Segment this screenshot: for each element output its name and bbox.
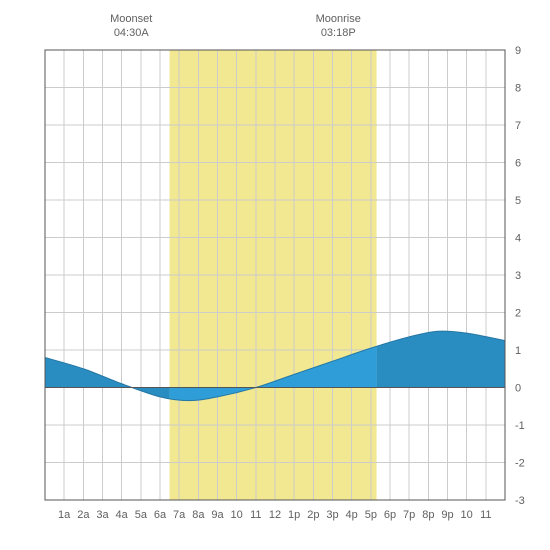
y-tick-label: 9 [515, 45, 521, 57]
y-tick-label: 3 [515, 270, 521, 282]
y-tick-label: -3 [515, 495, 525, 507]
moonrise-annotation: Moonrise 03:18P [298, 12, 378, 41]
x-tick-label: 9p [441, 509, 453, 521]
y-tick-label: -1 [515, 420, 525, 432]
x-tick-label: 5p [365, 509, 377, 521]
y-tick-label: 1 [515, 345, 521, 357]
x-tick-label: 3p [326, 509, 338, 521]
x-tick-label: 10 [461, 509, 473, 521]
y-tick-label: 8 [515, 83, 521, 95]
moonset-time: 04:30A [91, 26, 171, 40]
y-tick-label: 5 [515, 195, 521, 207]
y-tick-label: 0 [515, 383, 521, 395]
moonrise-label: Moonrise [298, 12, 378, 26]
x-tick-label: 4p [346, 509, 358, 521]
x-tick-label: 12 [269, 509, 281, 521]
x-tick-label: 11 [480, 509, 491, 521]
tide-chart: Moonset 04:30A Moonrise 03:18P 1a2a3a4a5… [0, 0, 550, 550]
x-tick-label: 7a [173, 509, 186, 521]
chart-svg: 1a2a3a4a5a6a7a8a9a1011121p2p3p4p5p6p7p8p… [0, 0, 550, 550]
x-tick-label: 5a [135, 509, 148, 521]
y-tick-label: -2 [515, 458, 525, 470]
moonrise-time: 03:18P [298, 26, 378, 40]
moonset-label: Moonset [91, 12, 171, 26]
x-tick-label: 3a [96, 509, 109, 521]
moonset-annotation: Moonset 04:30A [91, 12, 171, 41]
x-tick-label: 1a [58, 509, 71, 521]
x-tick-label: 4a [116, 509, 129, 521]
x-tick-label: 11 [250, 509, 261, 521]
x-tick-label: 8a [192, 509, 205, 521]
x-tick-label: 9a [211, 509, 224, 521]
y-tick-label: 6 [515, 158, 521, 170]
x-tick-label: 6p [384, 509, 396, 521]
y-tick-label: 7 [515, 120, 521, 132]
y-tick-label: 2 [515, 308, 521, 320]
x-tick-label: 8p [422, 509, 434, 521]
x-tick-label: 6a [154, 509, 167, 521]
y-tick-label: 4 [515, 233, 521, 245]
x-tick-label: 7p [403, 509, 415, 521]
x-tick-label: 10 [231, 509, 243, 521]
x-tick-label: 2a [77, 509, 90, 521]
x-tick-label: 1p [288, 509, 300, 521]
x-tick-label: 2p [307, 509, 319, 521]
